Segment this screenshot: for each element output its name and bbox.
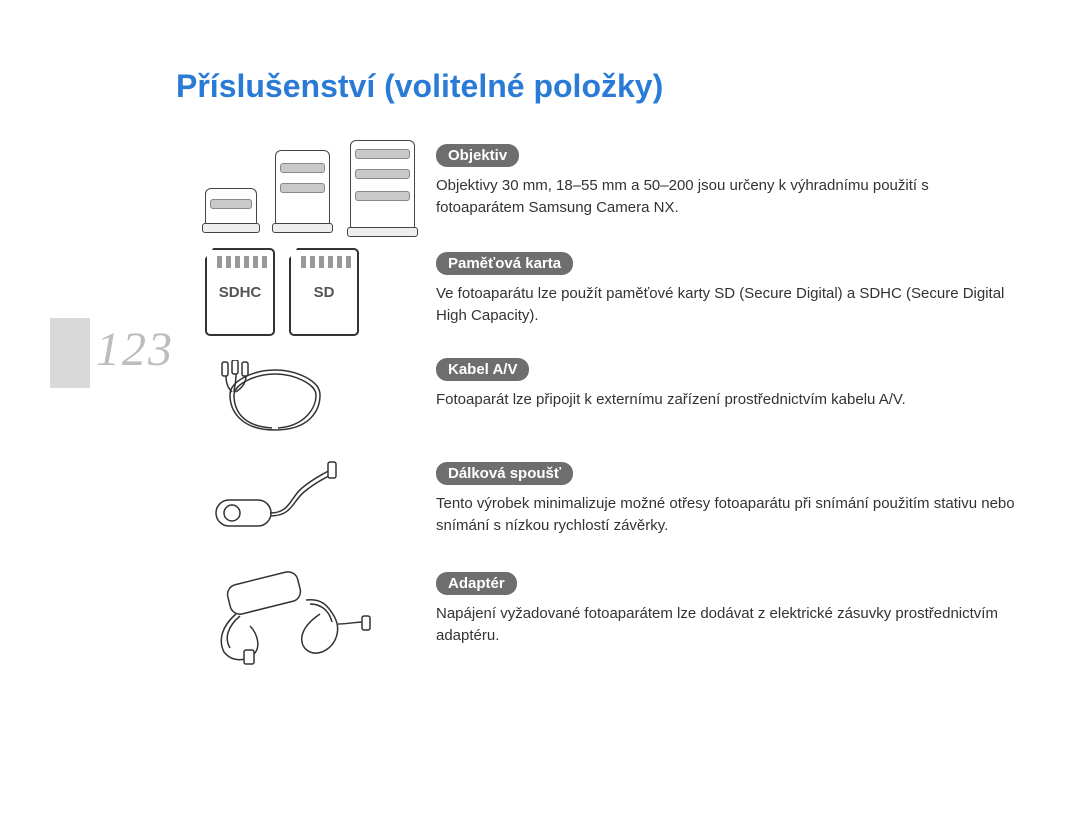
- av-section: Kabel A/V Fotoaparát lze připojit k exte…: [436, 358, 1020, 411]
- lens-body: Objektivy 30 mm, 18–55 mm a 50–200 jsou …: [436, 175, 1020, 219]
- sd-card-icon: SD: [289, 248, 359, 336]
- remote-release-illustration: [210, 458, 360, 553]
- sdhc-label: SDHC: [219, 284, 262, 301]
- sd-card-illustration: SDHC SD: [205, 248, 359, 336]
- memory-section: Paměťová karta Ve fotoaparátu lze použít…: [436, 252, 1020, 327]
- adapter-illustration: [210, 570, 380, 670]
- sdhc-card-icon: SDHC: [205, 248, 275, 336]
- page-title: Příslušenství (volitelné položky): [176, 68, 663, 105]
- remote-body: Tento výrobek minimalizuje možné otřesy …: [436, 493, 1020, 537]
- adapter-label: Adaptér: [436, 572, 517, 595]
- lens-label: Objektiv: [436, 144, 519, 167]
- lens-medium-icon: [275, 150, 330, 228]
- memory-body: Ve fotoaparátu lze použít paměťové karty…: [436, 283, 1020, 327]
- sd-label: SD: [314, 284, 335, 301]
- memory-label: Paměťová karta: [436, 252, 573, 275]
- lens-large-icon: [350, 140, 415, 232]
- page-number: 123: [96, 322, 174, 377]
- av-label: Kabel A/V: [436, 358, 529, 381]
- adapter-body: Napájení vyžadované fotoaparátem lze dod…: [436, 603, 1020, 647]
- page-number-tab: [50, 318, 90, 388]
- lens-small-icon: [205, 188, 257, 228]
- remote-label: Dálková spoušť: [436, 462, 573, 485]
- lens-section: Objektiv Objektivy 30 mm, 18–55 mm a 50–…: [436, 144, 1020, 219]
- av-cable-illustration: [210, 360, 340, 440]
- remote-section: Dálková spoušť Tento výrobek minimalizuj…: [436, 462, 1020, 537]
- lens-illustration: [205, 140, 420, 235]
- adapter-section: Adaptér Napájení vyžadované fotoaparátem…: [436, 572, 1020, 647]
- av-body: Fotoaparát lze připojit k externímu zaří…: [436, 389, 1020, 411]
